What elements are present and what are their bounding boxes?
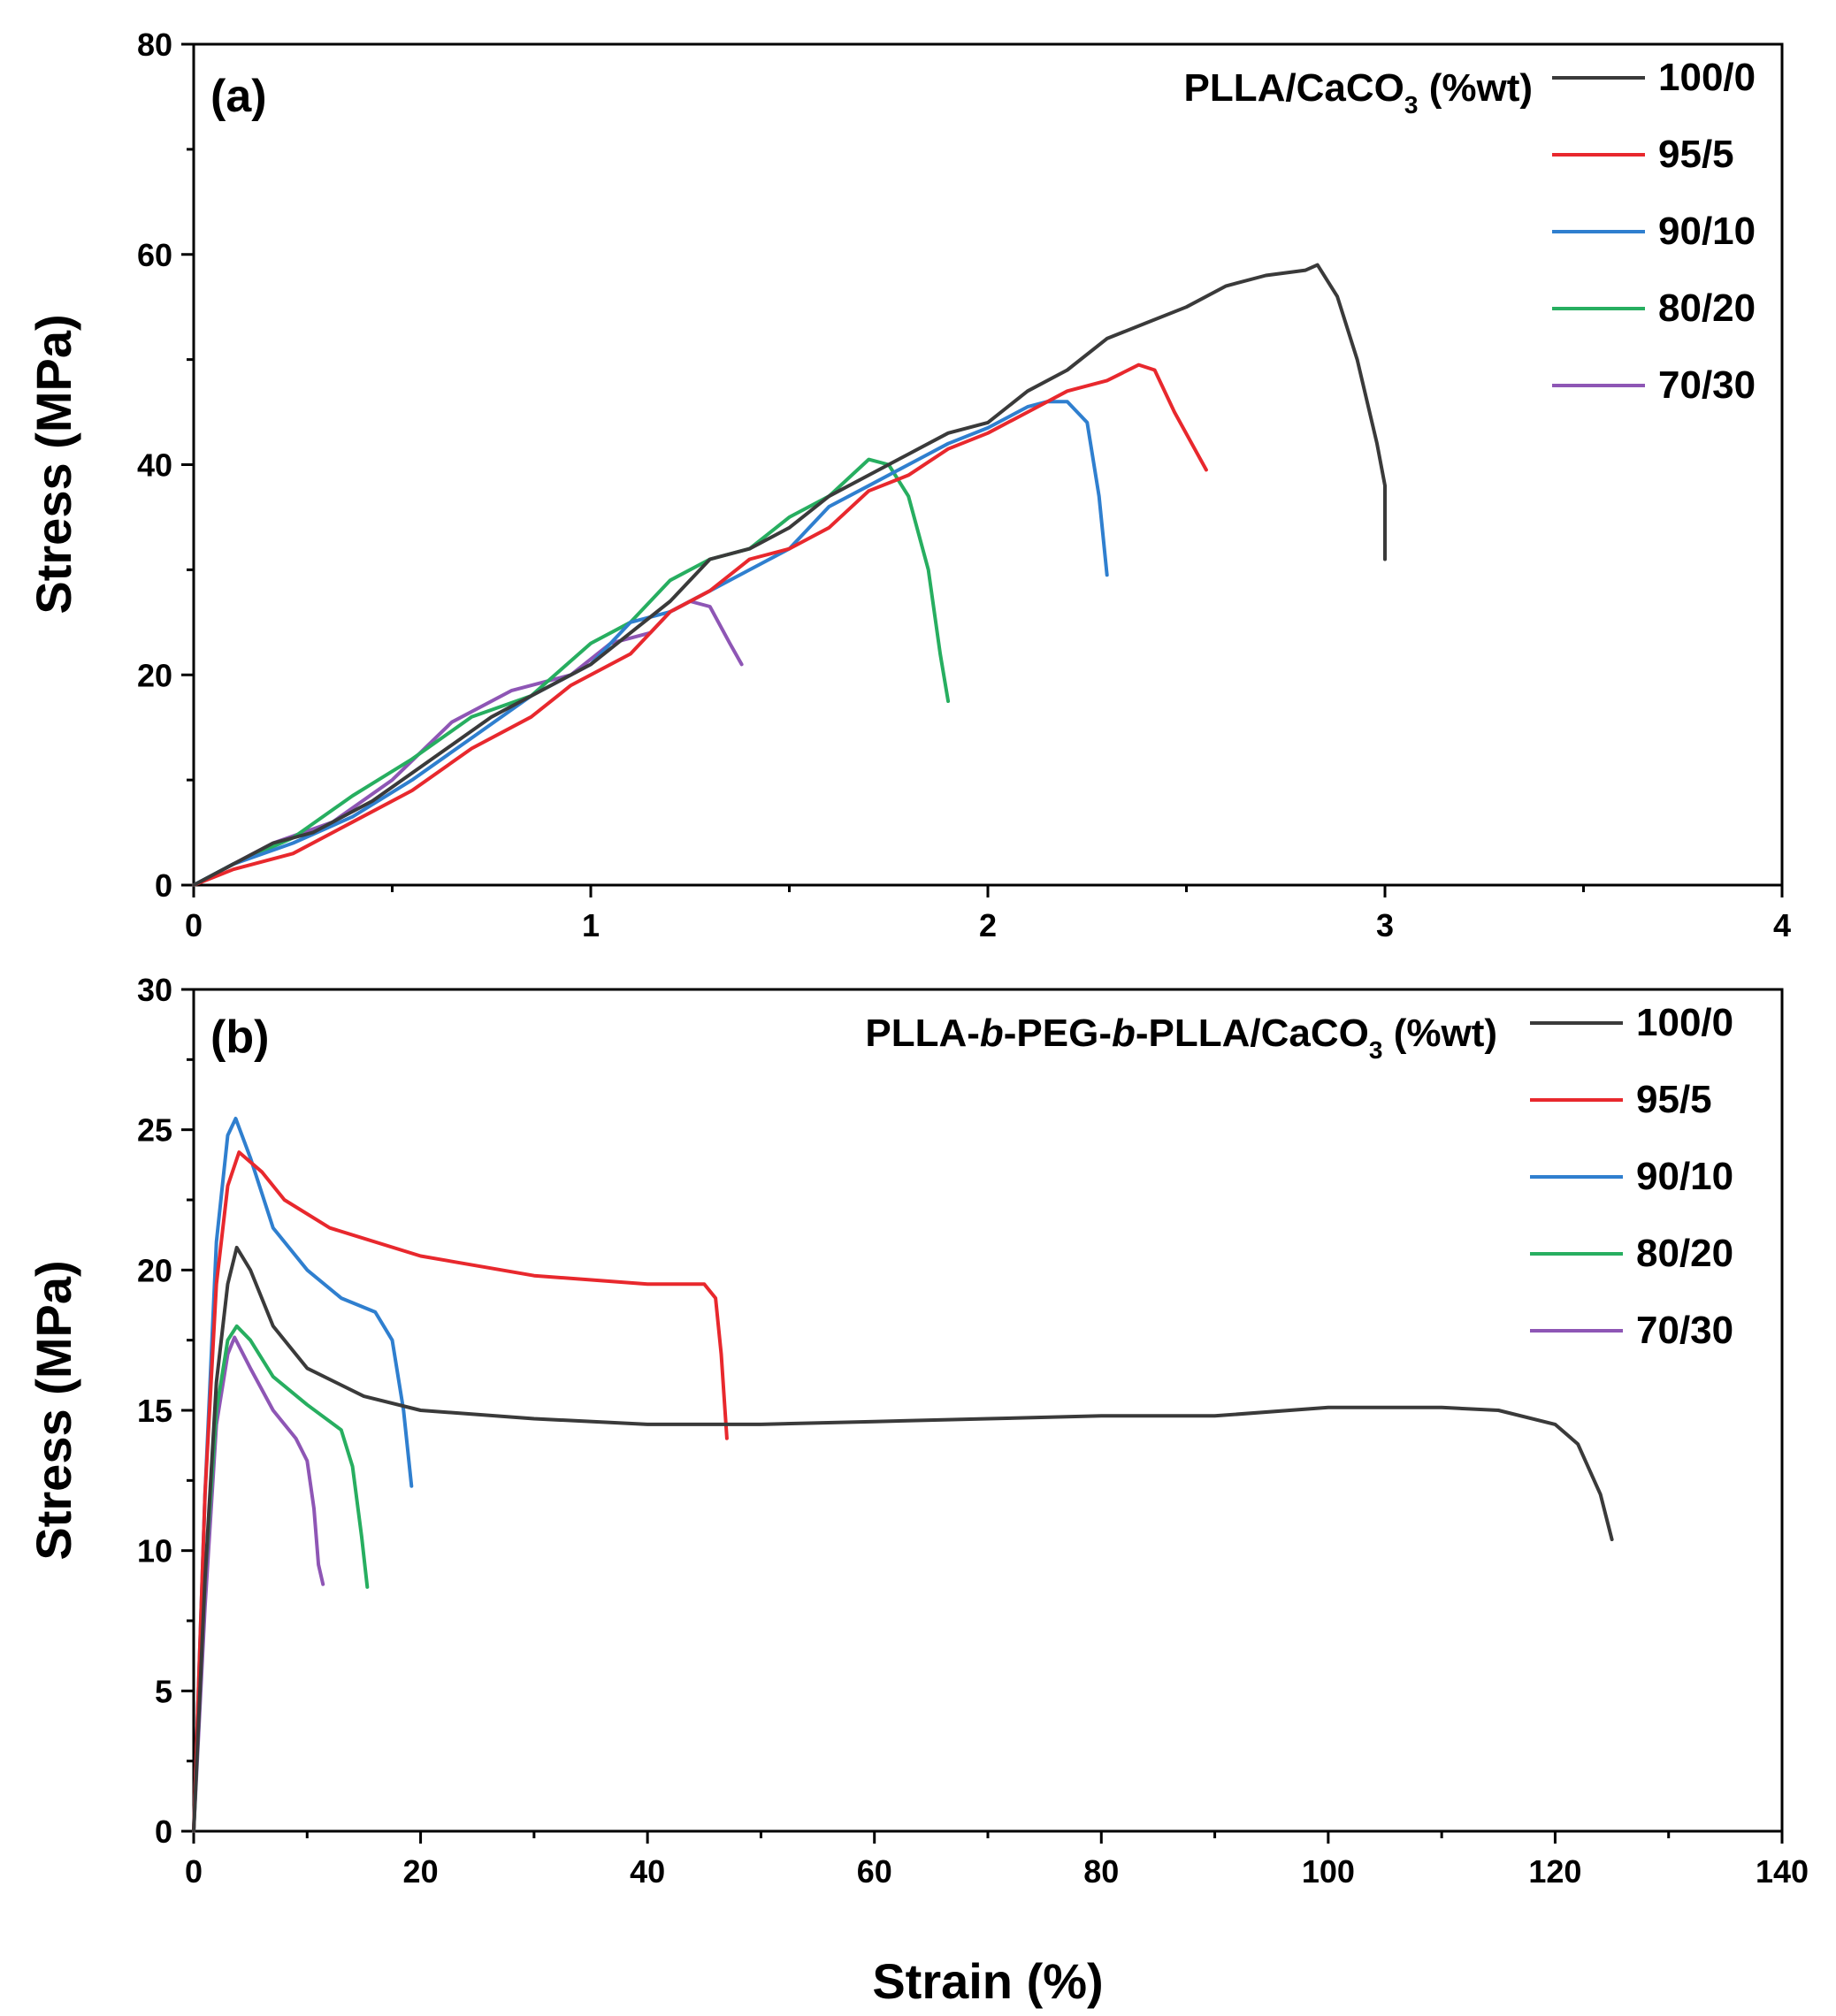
panel-a-legend-label: 100/0 [1658, 56, 1756, 99]
panel-a-xtick-label: 3 [1376, 907, 1394, 943]
panel-a-legend-title: PLLA/CaCO3 (%wt) [1184, 66, 1533, 118]
panel-a-xtick-label: 1 [582, 907, 600, 943]
panel-b-series-100-0 [192, 1245, 1614, 1833]
panel-b-xtick-label: 60 [857, 1853, 892, 1890]
panel-a-ytick-label: 60 [137, 237, 172, 273]
panel-b-legend-label: 100/0 [1636, 1001, 1733, 1044]
panel-b-xtick-label: 140 [1756, 1853, 1809, 1890]
panel-b-legend-label: 90/10 [1636, 1155, 1733, 1198]
panel-a-legend-label: 95/5 [1658, 133, 1734, 176]
panel-a-ytick-label: 0 [155, 867, 172, 904]
panel-b-ytick-label: 15 [137, 1393, 172, 1429]
panel-b-ytick-label: 20 [137, 1252, 172, 1288]
panel-a-label: (a) [210, 71, 267, 122]
panel-b-ylabel: Stress (MPa) [26, 1260, 81, 1560]
panel-a-series [192, 263, 1387, 887]
panel-b-ticks: 0 20 40 60 80 100 120 140 0 5 10 15 20 25 30 [137, 972, 1809, 1890]
panel-b-xtick-label: 40 [630, 1853, 665, 1890]
panel-a-legend-label: 90/10 [1658, 210, 1756, 253]
panel-b-series-95-5 [192, 1150, 729, 1833]
panel-b-legend-label: 95/5 [1636, 1078, 1712, 1121]
panel-a-ytick-label: 20 [137, 657, 172, 693]
panel-b-label: (b) [210, 1012, 269, 1063]
panel-a-series-100-0 [192, 263, 1387, 887]
panel-b-xlabel: Strain (%) [872, 1953, 1103, 2009]
panel-a-xtick-label: 4 [1773, 907, 1791, 943]
panel-b-series-90-10 [192, 1117, 414, 1833]
panel-a-legend: 100/0 95/5 90/10 80/20 70/30 [1552, 56, 1756, 407]
panel-b-ytick-label: 5 [155, 1673, 172, 1709]
panel-a-ytick-label: 40 [137, 447, 172, 484]
panel-a-legend-label: 80/20 [1658, 286, 1756, 330]
panel-b-xtick-label: 80 [1083, 1853, 1119, 1890]
panel-a-series-80-20 [192, 457, 951, 887]
panel-a-xtick-label: 0 [185, 907, 203, 943]
panel-b-legend-label: 80/20 [1636, 1232, 1733, 1275]
panel-b-xtick-label: 20 [403, 1853, 439, 1890]
panel-b-legend-label: 70/30 [1636, 1309, 1733, 1352]
panel-a-ylabel: Stress (MPa) [26, 314, 81, 614]
panel-b-ytick-label: 0 [155, 1814, 172, 1850]
panel-b-ytick-label: 25 [137, 1112, 172, 1149]
panel-b: 0 20 40 60 80 100 120 140 0 5 10 15 20 25 30 (b) Stres… [26, 972, 1809, 2009]
panel-a-xtick-label: 2 [979, 907, 997, 943]
panel-a-legend-label: 70/30 [1658, 363, 1756, 407]
panel-b-legend: 100/0 95/5 90/10 80/20 70/30 [1530, 1001, 1733, 1352]
panel-b-series [192, 1117, 1614, 1833]
panel-a-ytick-label: 80 [137, 27, 172, 63]
panel-a-series-95-5 [192, 363, 1208, 887]
panel-b-xtick-label: 0 [185, 1853, 203, 1890]
panel-b-xtick-label: 120 [1528, 1853, 1581, 1890]
panel-b-ytick-label: 10 [137, 1533, 172, 1569]
panel-b-xtick-label: 100 [1302, 1853, 1355, 1890]
panel-b-legend-title: PLLA-b-PEG-b-PLLA/CaCO3 (%wt) [865, 1012, 1497, 1064]
panel-b-ytick-label: 30 [137, 972, 172, 1008]
